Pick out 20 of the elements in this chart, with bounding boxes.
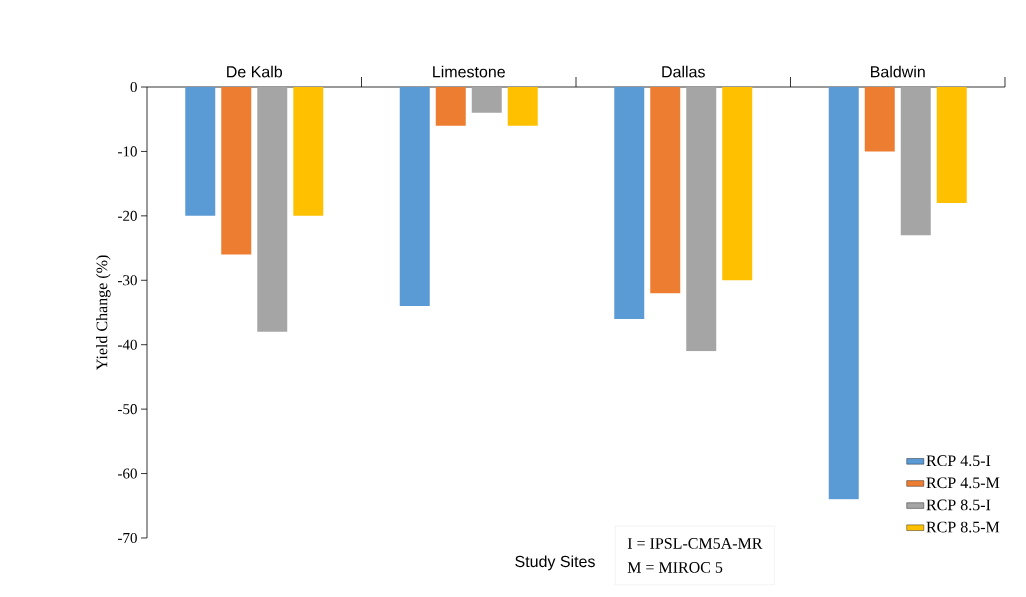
y-tick-label: -70: [118, 532, 137, 544]
x-tick-label: Dallas: [662, 65, 705, 78]
x-tick-label: Baldwin: [871, 65, 925, 78]
legend-label: RCP 8.5-I: [926, 499, 991, 511]
y-tick-label: -20: [118, 210, 137, 221]
y-tick-label: 0: [130, 81, 137, 93]
text: M = MIROC 5: [627, 562, 723, 573]
y-tick-label: -50: [118, 404, 137, 415]
y-tick-label: -60: [118, 468, 137, 479]
y-axis-title: Yield Change (%): [96, 255, 111, 371]
x-tick-label: Limestone: [433, 65, 505, 78]
y-tick-label: -30: [118, 275, 137, 286]
legend-label: RCP 4.5-I: [926, 455, 991, 467]
legend-label: RCP 4.5-M: [926, 477, 1000, 489]
x-tick-label: De Kalb: [227, 65, 283, 78]
text: I = IPSL-CM5A-MR: [627, 538, 763, 549]
y-tick-label: -10: [118, 146, 137, 157]
x-axis-title: Study Sites: [515, 555, 595, 571]
y-tick-label: -40: [118, 339, 137, 350]
legend-label: RCP 8.5-M: [926, 521, 1000, 533]
